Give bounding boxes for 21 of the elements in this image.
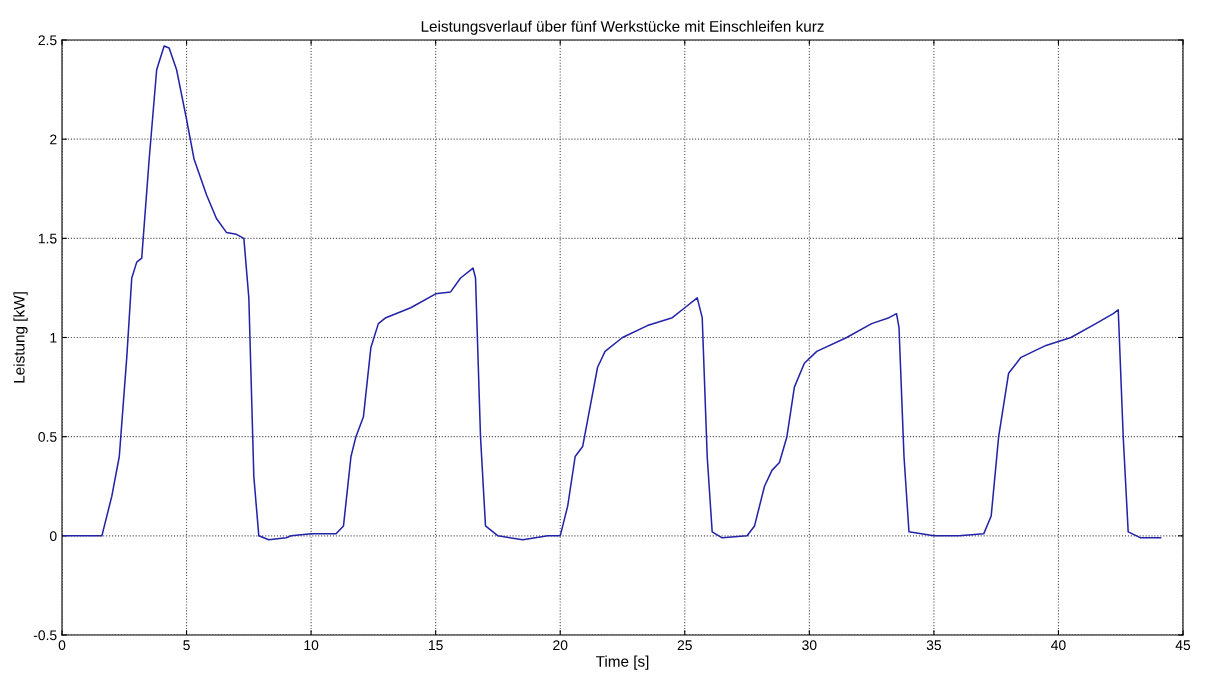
y-tick-label: 0	[49, 531, 57, 541]
y-tick-label: -0.5	[33, 630, 57, 641]
line-series	[62, 45, 1162, 541]
x-tick-label: 20	[553, 640, 568, 651]
y-tick-label: 2.5	[38, 35, 57, 46]
x-tick-label: 10	[304, 640, 319, 651]
y-tick-label: 0.5	[38, 432, 57, 442]
x-axis-title: Time [s]	[595, 655, 649, 670]
x-tick-label: 35	[926, 640, 942, 651]
chart-title: Leistungsverlauf über fünf Werkstücke mit Einschleifen kurz	[421, 20, 824, 35]
y-axis-title: Leistung [kW]	[13, 292, 28, 383]
x-tick-label: 30	[802, 640, 817, 651]
y-tick-label: 2	[50, 134, 57, 145]
y-tick-label: 1.5	[38, 233, 57, 244]
x-tick-label: 5	[183, 640, 190, 651]
x-tick-label: 45	[1175, 640, 1191, 651]
x-tick-label: 15	[429, 640, 443, 651]
x-tick-label: 25	[677, 640, 692, 651]
x-tick-label: 0	[58, 640, 66, 651]
x-tick-label: 40	[1051, 640, 1066, 651]
y-tick-label: 1	[50, 332, 57, 343]
